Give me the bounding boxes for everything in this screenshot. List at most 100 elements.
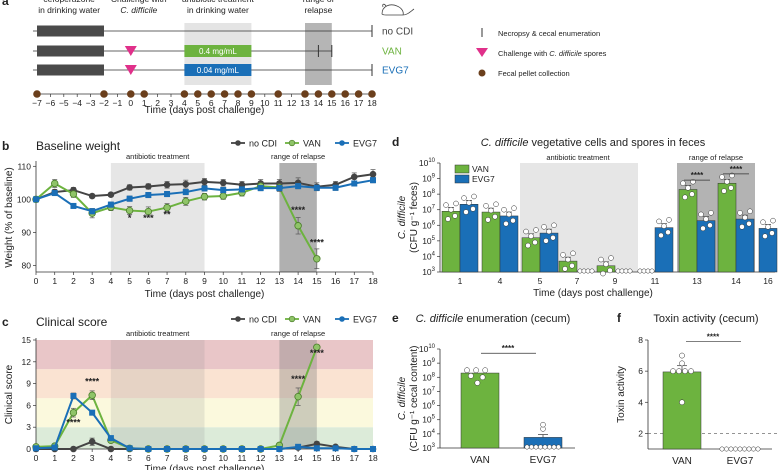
data-dot (682, 194, 688, 201)
data-point (200, 192, 209, 201)
x-tick-label: 9 (613, 276, 618, 286)
significance-label: **** (691, 171, 704, 180)
legend-label: no CDI (249, 139, 277, 149)
fecal-pellet-dot-icon (207, 90, 215, 98)
data-dot (708, 210, 714, 216)
data-dot (541, 224, 547, 230)
panel-c: c Clinical score antibiotic treatment range… (2, 315, 378, 470)
significance-label: **** (310, 238, 325, 248)
data-dot (762, 233, 768, 239)
treatment-dose-label: 0.04 mg/mL (197, 66, 240, 75)
data-point (201, 178, 208, 186)
x-tick-label: 17 (350, 453, 360, 463)
x-tick-label: 10 (218, 276, 228, 286)
data-point (107, 201, 114, 208)
data-dot (556, 444, 561, 450)
data-point (182, 197, 190, 206)
data-dot (746, 446, 752, 452)
data-dot (471, 193, 477, 200)
data-dot (724, 446, 729, 452)
fecal-pellet-dot-icon (140, 90, 148, 98)
data-dot (666, 217, 672, 223)
fecal-pellet-dot-icon (127, 90, 135, 98)
data-dot (733, 446, 738, 452)
data-point (201, 446, 208, 452)
data-dot (443, 202, 449, 208)
panel-a: acefoperazonein drinking waterChallenge … (2, 0, 607, 116)
x-tick-label: 5 (127, 276, 132, 286)
data-point (294, 392, 302, 401)
data-point (350, 173, 358, 181)
x-tick-label: 16 (331, 276, 341, 286)
y-tick-label: 107 (422, 205, 435, 215)
data-dot (760, 219, 766, 225)
legend-label: VAN (303, 139, 321, 149)
group-label: VAN (382, 47, 402, 58)
y-tick-label: 12 (22, 357, 32, 367)
data-dot (570, 250, 576, 257)
data-dot (506, 211, 512, 218)
data-point (201, 185, 208, 192)
legend-swatch (454, 174, 470, 184)
data-dot (608, 255, 614, 261)
significance-label: **** (502, 344, 515, 353)
axis-tick-label: 14 (314, 98, 324, 108)
data-dot (585, 268, 591, 274)
x-tick-label: 15 (312, 276, 322, 286)
fecal-pellet-dot-icon (368, 90, 376, 98)
fecal-pellet-dot-icon (354, 90, 363, 98)
chart-title: Toxin activity (cecum) (653, 313, 758, 325)
data-point (125, 206, 134, 215)
data-point (70, 445, 77, 453)
data-dot (523, 228, 529, 235)
data-point (219, 192, 227, 200)
y-axis-label: (CFU g⁻¹ feces) (409, 182, 420, 253)
shaded-region (110, 163, 205, 272)
data-point (257, 446, 264, 452)
data-dot (607, 267, 613, 274)
data-point (351, 446, 358, 452)
data-dot (737, 210, 743, 216)
chart-title: Clinical score (36, 315, 108, 329)
legend-marker (235, 140, 241, 146)
legend-marker (235, 316, 241, 322)
data-point (88, 391, 96, 399)
cefoperazone-bar (37, 25, 104, 37)
data-dot (685, 185, 691, 191)
data-dot (765, 224, 771, 230)
group-label: EVG7 (382, 66, 409, 77)
data-dot (532, 239, 538, 246)
data-dot (474, 380, 481, 386)
data-dot (719, 446, 725, 452)
x-tick-label: 12 (256, 453, 266, 463)
x-tick-label: 16 (331, 453, 341, 463)
x-tick-label: 7 (575, 276, 580, 286)
data-dot (468, 373, 474, 379)
data-point (351, 180, 358, 187)
axis-tick-label: −7 (32, 98, 42, 108)
data-dot (473, 367, 479, 374)
axis-tick-label: 9 (249, 98, 254, 108)
data-dot (623, 268, 629, 274)
data-dot (679, 399, 685, 406)
axis-tick-label: 8 (236, 98, 241, 108)
x-tick-label: 13 (275, 453, 285, 463)
fecal-pellet-dot-icon (180, 90, 189, 98)
significance-label: * (128, 213, 132, 223)
data-dot (510, 217, 516, 224)
x-axis-label: Time (days post challenge) (145, 464, 265, 470)
data-dot (485, 217, 491, 223)
x-tick-label: 13 (275, 276, 285, 286)
chart-title: Baseline weight (36, 139, 121, 153)
y-tick-label: 106 (422, 220, 435, 230)
data-dot (670, 368, 676, 374)
region-label: range of relapse (271, 152, 325, 161)
timeline-row-evg7: 0.04 mg/mL EVG7 (32, 64, 409, 77)
y-axis-label: C. difficile (397, 195, 408, 239)
legend-label: VAN (303, 315, 321, 325)
y-tick-label: 105 (422, 415, 435, 425)
legend-label: EVG7 (353, 315, 377, 325)
data-dot (524, 444, 530, 450)
data-dot (679, 360, 685, 367)
